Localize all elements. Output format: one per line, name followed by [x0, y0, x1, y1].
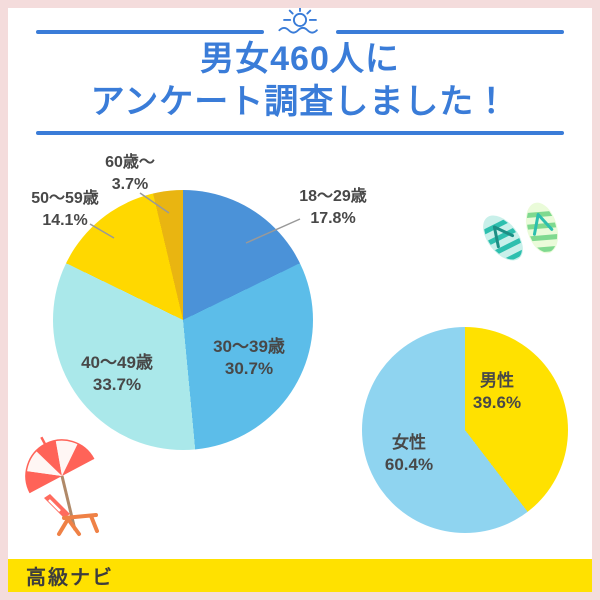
age-slice-label-18-29: 18〜29歳 17.8% — [268, 186, 398, 230]
gender-slice-label-female: 女性 60.4% — [344, 432, 474, 476]
age-slice-label-30-39: 30〜39歳 30.7% — [184, 336, 314, 380]
page-title: 男女460人に アンケート調査しました！ — [0, 38, 600, 124]
title-underline-divider — [36, 131, 564, 135]
gender-pie-chart — [362, 327, 568, 533]
slice-percent: 14.1% — [42, 212, 88, 229]
slice-percent: 30.7% — [224, 359, 274, 378]
slice-name: 女性 — [392, 433, 426, 452]
page-title-line2: アンケート調査しました！ — [90, 83, 510, 121]
age-slice-label-50-59: 50〜59歳 14.1% — [0, 188, 130, 232]
umbrella-pole — [60, 475, 77, 531]
top-divider-right — [336, 30, 564, 34]
footer-bar: 高級ナビ — [8, 559, 592, 592]
slice-percent: 60.4% — [384, 455, 434, 474]
gender-slice-label-male: 男性 39.6% — [432, 370, 562, 414]
age-slice-label-60plus: 60歳〜 3.7% — [65, 152, 195, 196]
page-title-line1: 男女460人に — [200, 40, 400, 78]
age-slice-label-40-49: 40〜49歳 33.7% — [52, 352, 182, 396]
slice-name: 18〜29歳 — [299, 188, 367, 205]
umbrella-canopy — [25, 436, 95, 494]
slice-percent: 39.6% — [472, 393, 522, 412]
sunrise-icon — [278, 5, 318, 34]
slice-name: 30〜39歳 — [213, 337, 285, 356]
flip-flops-icon — [476, 202, 563, 267]
slice-percent: 17.8% — [310, 210, 356, 227]
slice-name: 50〜59歳 — [31, 190, 99, 207]
slice-name: 男性 — [480, 371, 514, 390]
beach-umbrella-chair-icon — [25, 436, 99, 536]
top-divider-left — [36, 30, 264, 34]
slice-name: 40〜49歳 — [81, 353, 153, 372]
slice-percent: 3.7% — [111, 176, 149, 193]
deck-chair — [44, 494, 99, 536]
slice-percent: 33.7% — [92, 375, 142, 394]
brand-logo-text: 高級ナビ — [26, 567, 114, 589]
slice-name: 60歳〜 — [105, 154, 155, 171]
